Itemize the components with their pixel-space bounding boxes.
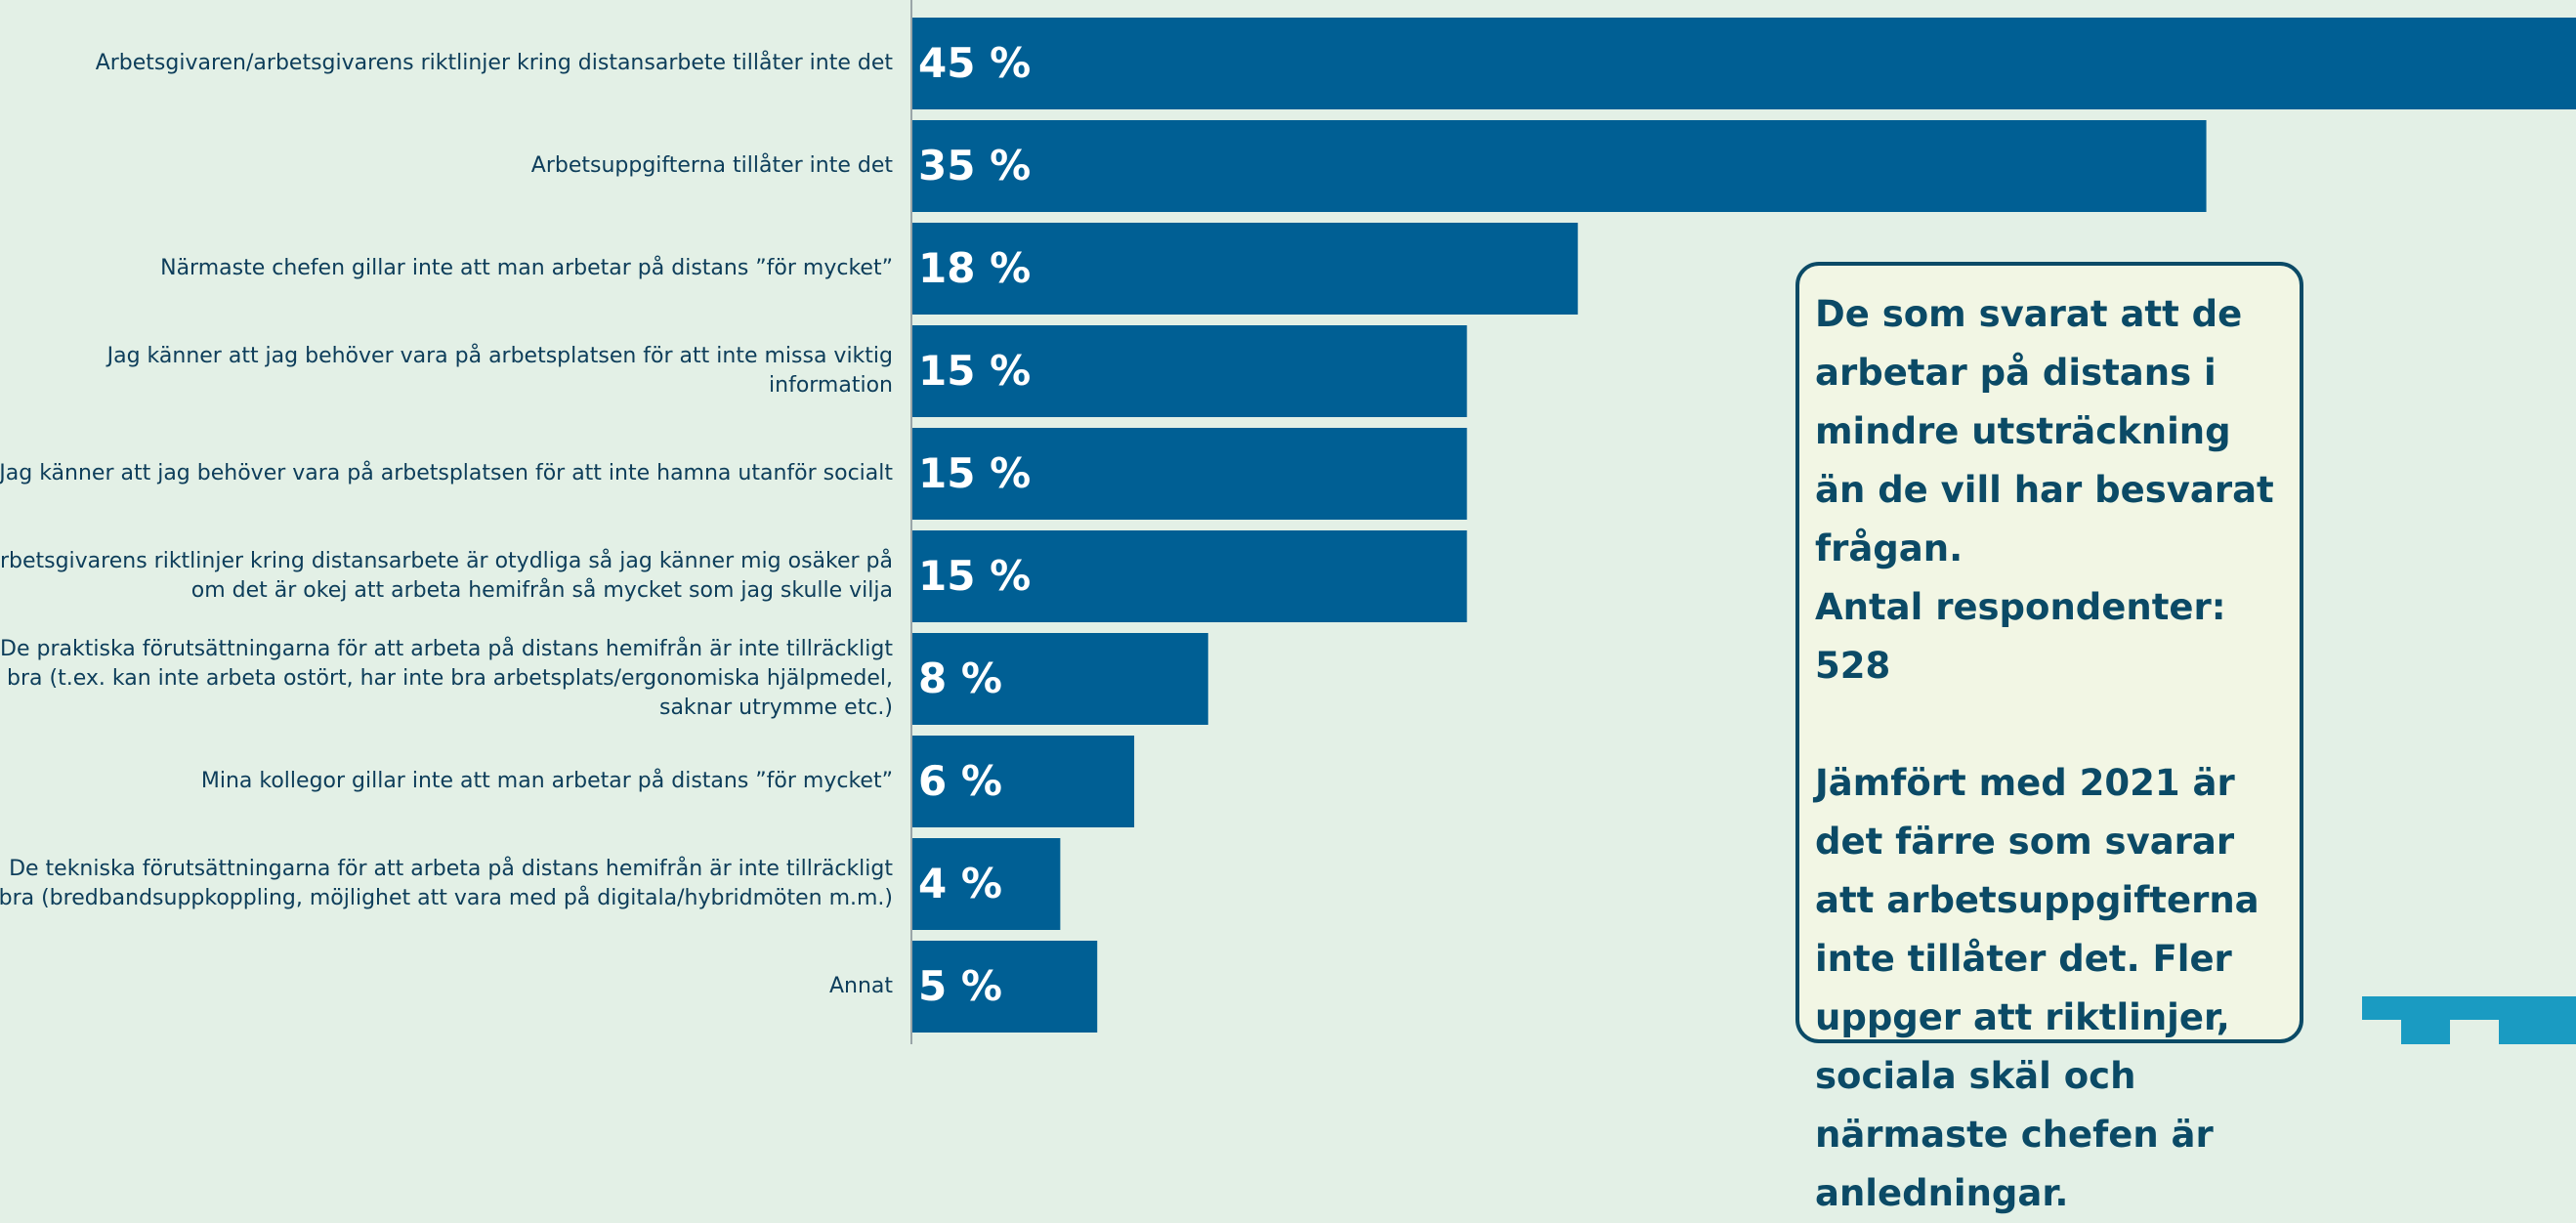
bar xyxy=(912,18,2576,109)
logo-mark-icon xyxy=(2362,996,2576,1044)
bar-value-label: 15 % xyxy=(918,449,1032,497)
bar-chart xyxy=(910,0,2576,1044)
bar xyxy=(912,941,1098,1033)
category-label: Närmaste chefen gillar inte att man arbe… xyxy=(160,256,893,280)
bar-value-label: 35 % xyxy=(918,142,1032,190)
bar-value-label: 4 % xyxy=(918,860,1002,907)
bar xyxy=(912,633,1208,725)
category-label: De tekniska förutsättningarna för att ar… xyxy=(0,857,893,910)
bar-value-label: 15 % xyxy=(918,552,1032,600)
bar xyxy=(912,736,1135,827)
bar xyxy=(912,223,1579,315)
bar xyxy=(912,120,2207,212)
category-label: Arbetsgivaren/arbetsgivarens riktlinjer … xyxy=(95,51,893,75)
bar-value-label: 8 % xyxy=(918,654,1002,702)
bar-value-label: 6 % xyxy=(918,757,1002,805)
bar-value-label: 18 % xyxy=(918,244,1032,292)
category-label: Jag känner att jag behöver vara på arbet… xyxy=(0,461,893,485)
bar-value-label: 15 % xyxy=(918,347,1032,395)
bar-value-label: 5 % xyxy=(918,962,1002,1010)
note-paragraph-respondents: De som svarat att de arbetar på distans … xyxy=(1815,293,2274,569)
category-label: Mina kollegor gillar inte att man arbeta… xyxy=(200,769,893,793)
category-label: Jag känner att jag behöver vara på arbet… xyxy=(106,344,893,398)
category-label: De praktiska förutsättningarna för att a… xyxy=(0,637,893,720)
category-label: Arbetsgivarens riktlinjer kring distansa… xyxy=(0,549,893,603)
category-label: Arbetsuppgifterna tillåter inte det xyxy=(530,153,893,178)
bar-value-label: 45 % xyxy=(918,39,1032,87)
bar xyxy=(912,325,1467,417)
note-paragraph-comparison: Jämfört med 2021 är det färre som svarar… xyxy=(1815,762,2259,1214)
bar xyxy=(912,530,1467,622)
note-respondent-count: Antal respondenter: 528 xyxy=(1815,586,2226,687)
info-note-box: De som svarat att de arbetar på distans … xyxy=(1795,262,2303,1214)
bar xyxy=(912,838,1061,930)
bar xyxy=(912,428,1467,520)
category-label: Annat xyxy=(828,974,893,998)
